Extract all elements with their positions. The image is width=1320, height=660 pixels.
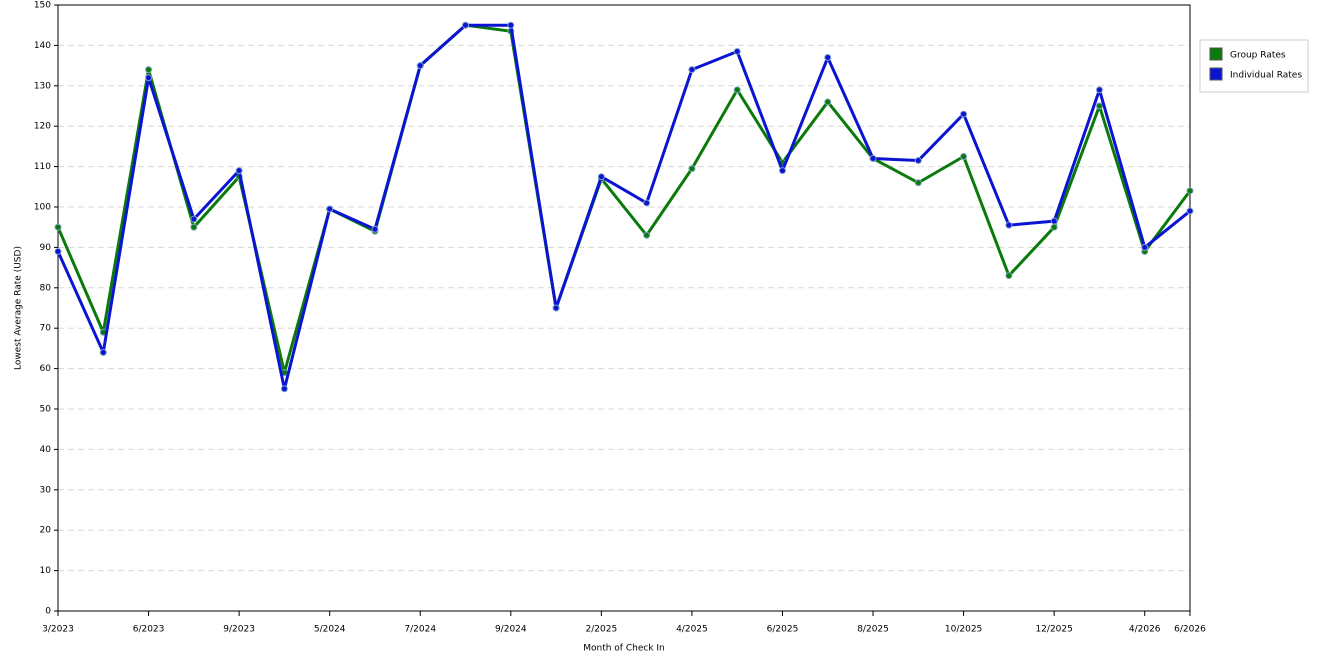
data-point (597, 173, 605, 181)
data-point (1050, 217, 1058, 225)
data-point (145, 66, 153, 74)
y-tick-label: 60 (40, 364, 52, 374)
data-point (643, 199, 651, 207)
legend-swatch (1209, 67, 1223, 81)
data-point (960, 153, 968, 160)
data-point (1186, 207, 1194, 215)
y-tick-label: 10 (40, 566, 52, 576)
data-point (145, 74, 153, 82)
data-point (416, 62, 424, 70)
x-tick-label: 4/2025 (676, 625, 708, 635)
data-point (462, 21, 470, 29)
data-point (1050, 223, 1058, 231)
x-tick-label: 10/2025 (945, 625, 982, 635)
y-tick-label: 40 (40, 445, 52, 455)
data-point (190, 215, 198, 223)
data-point (235, 167, 243, 175)
y-tick-label: 30 (40, 485, 52, 495)
data-point (1095, 102, 1103, 110)
x-tick-label: 5/2024 (314, 625, 346, 635)
y-tick-label: 70 (40, 324, 52, 334)
y-tick-label: 140 (34, 41, 51, 51)
x-tick-label: 2/2025 (586, 625, 618, 635)
data-point (1005, 272, 1013, 280)
x-axis-label: Month of Check In (583, 644, 665, 654)
data-point (778, 167, 786, 175)
data-point (552, 304, 560, 312)
data-point (960, 110, 968, 118)
y-tick-label: 110 (34, 162, 51, 172)
x-tick-label: 7/2024 (404, 625, 436, 635)
x-tick-label: 9/2024 (495, 625, 527, 635)
data-point (869, 155, 877, 163)
data-point (1186, 187, 1194, 195)
plot-frame (57, 4, 1191, 612)
x-tick-label: 6/2025 (767, 625, 799, 635)
data-point (733, 86, 741, 94)
legend-swatch (1209, 47, 1223, 61)
data-point (824, 54, 832, 62)
data-point (824, 98, 832, 106)
y-tick-label: 80 (40, 283, 52, 293)
data-point (688, 66, 696, 74)
y-tick-label: 0 (45, 607, 51, 617)
x-tick-label: 8/2025 (857, 625, 889, 635)
x-tick-label: 4/2026 (1129, 625, 1161, 635)
data-point (914, 157, 922, 165)
y-tick-label: 150 (34, 1, 51, 11)
x-tick-label: 9/2023 (223, 625, 255, 635)
data-point (1141, 243, 1149, 251)
x-tick-label: 3/2023 (42, 625, 74, 635)
legend-label: Individual Rates (1230, 71, 1302, 81)
data-point (1095, 86, 1103, 94)
y-axis-label: Lowest Average Rate (USD) (14, 246, 24, 370)
data-point (643, 231, 651, 239)
data-point (54, 247, 62, 255)
y-tick-label: 100 (34, 203, 51, 213)
y-tick-label: 90 (40, 243, 52, 253)
x-tick-label: 12/2025 (1035, 625, 1072, 635)
data-point (1005, 221, 1013, 229)
data-point (914, 179, 922, 187)
y-tick-label: 130 (34, 81, 51, 91)
data-point (371, 225, 379, 233)
data-point (326, 205, 334, 213)
data-point (190, 223, 198, 231)
x-tick-label: 6/2023 (133, 625, 165, 635)
data-point (280, 385, 288, 393)
data-point (688, 165, 696, 173)
data-point (99, 348, 107, 356)
x-tick-label: 6/2026 (1174, 625, 1206, 635)
legend-label: Group Rates (1230, 51, 1286, 61)
y-tick-label: 120 (34, 122, 51, 132)
y-tick-label: 20 (40, 526, 52, 536)
series-line (56, 23, 1191, 391)
data-point (54, 223, 62, 231)
y-tick-label: 50 (40, 405, 52, 415)
data-point (733, 47, 741, 55)
data-point (507, 21, 515, 29)
